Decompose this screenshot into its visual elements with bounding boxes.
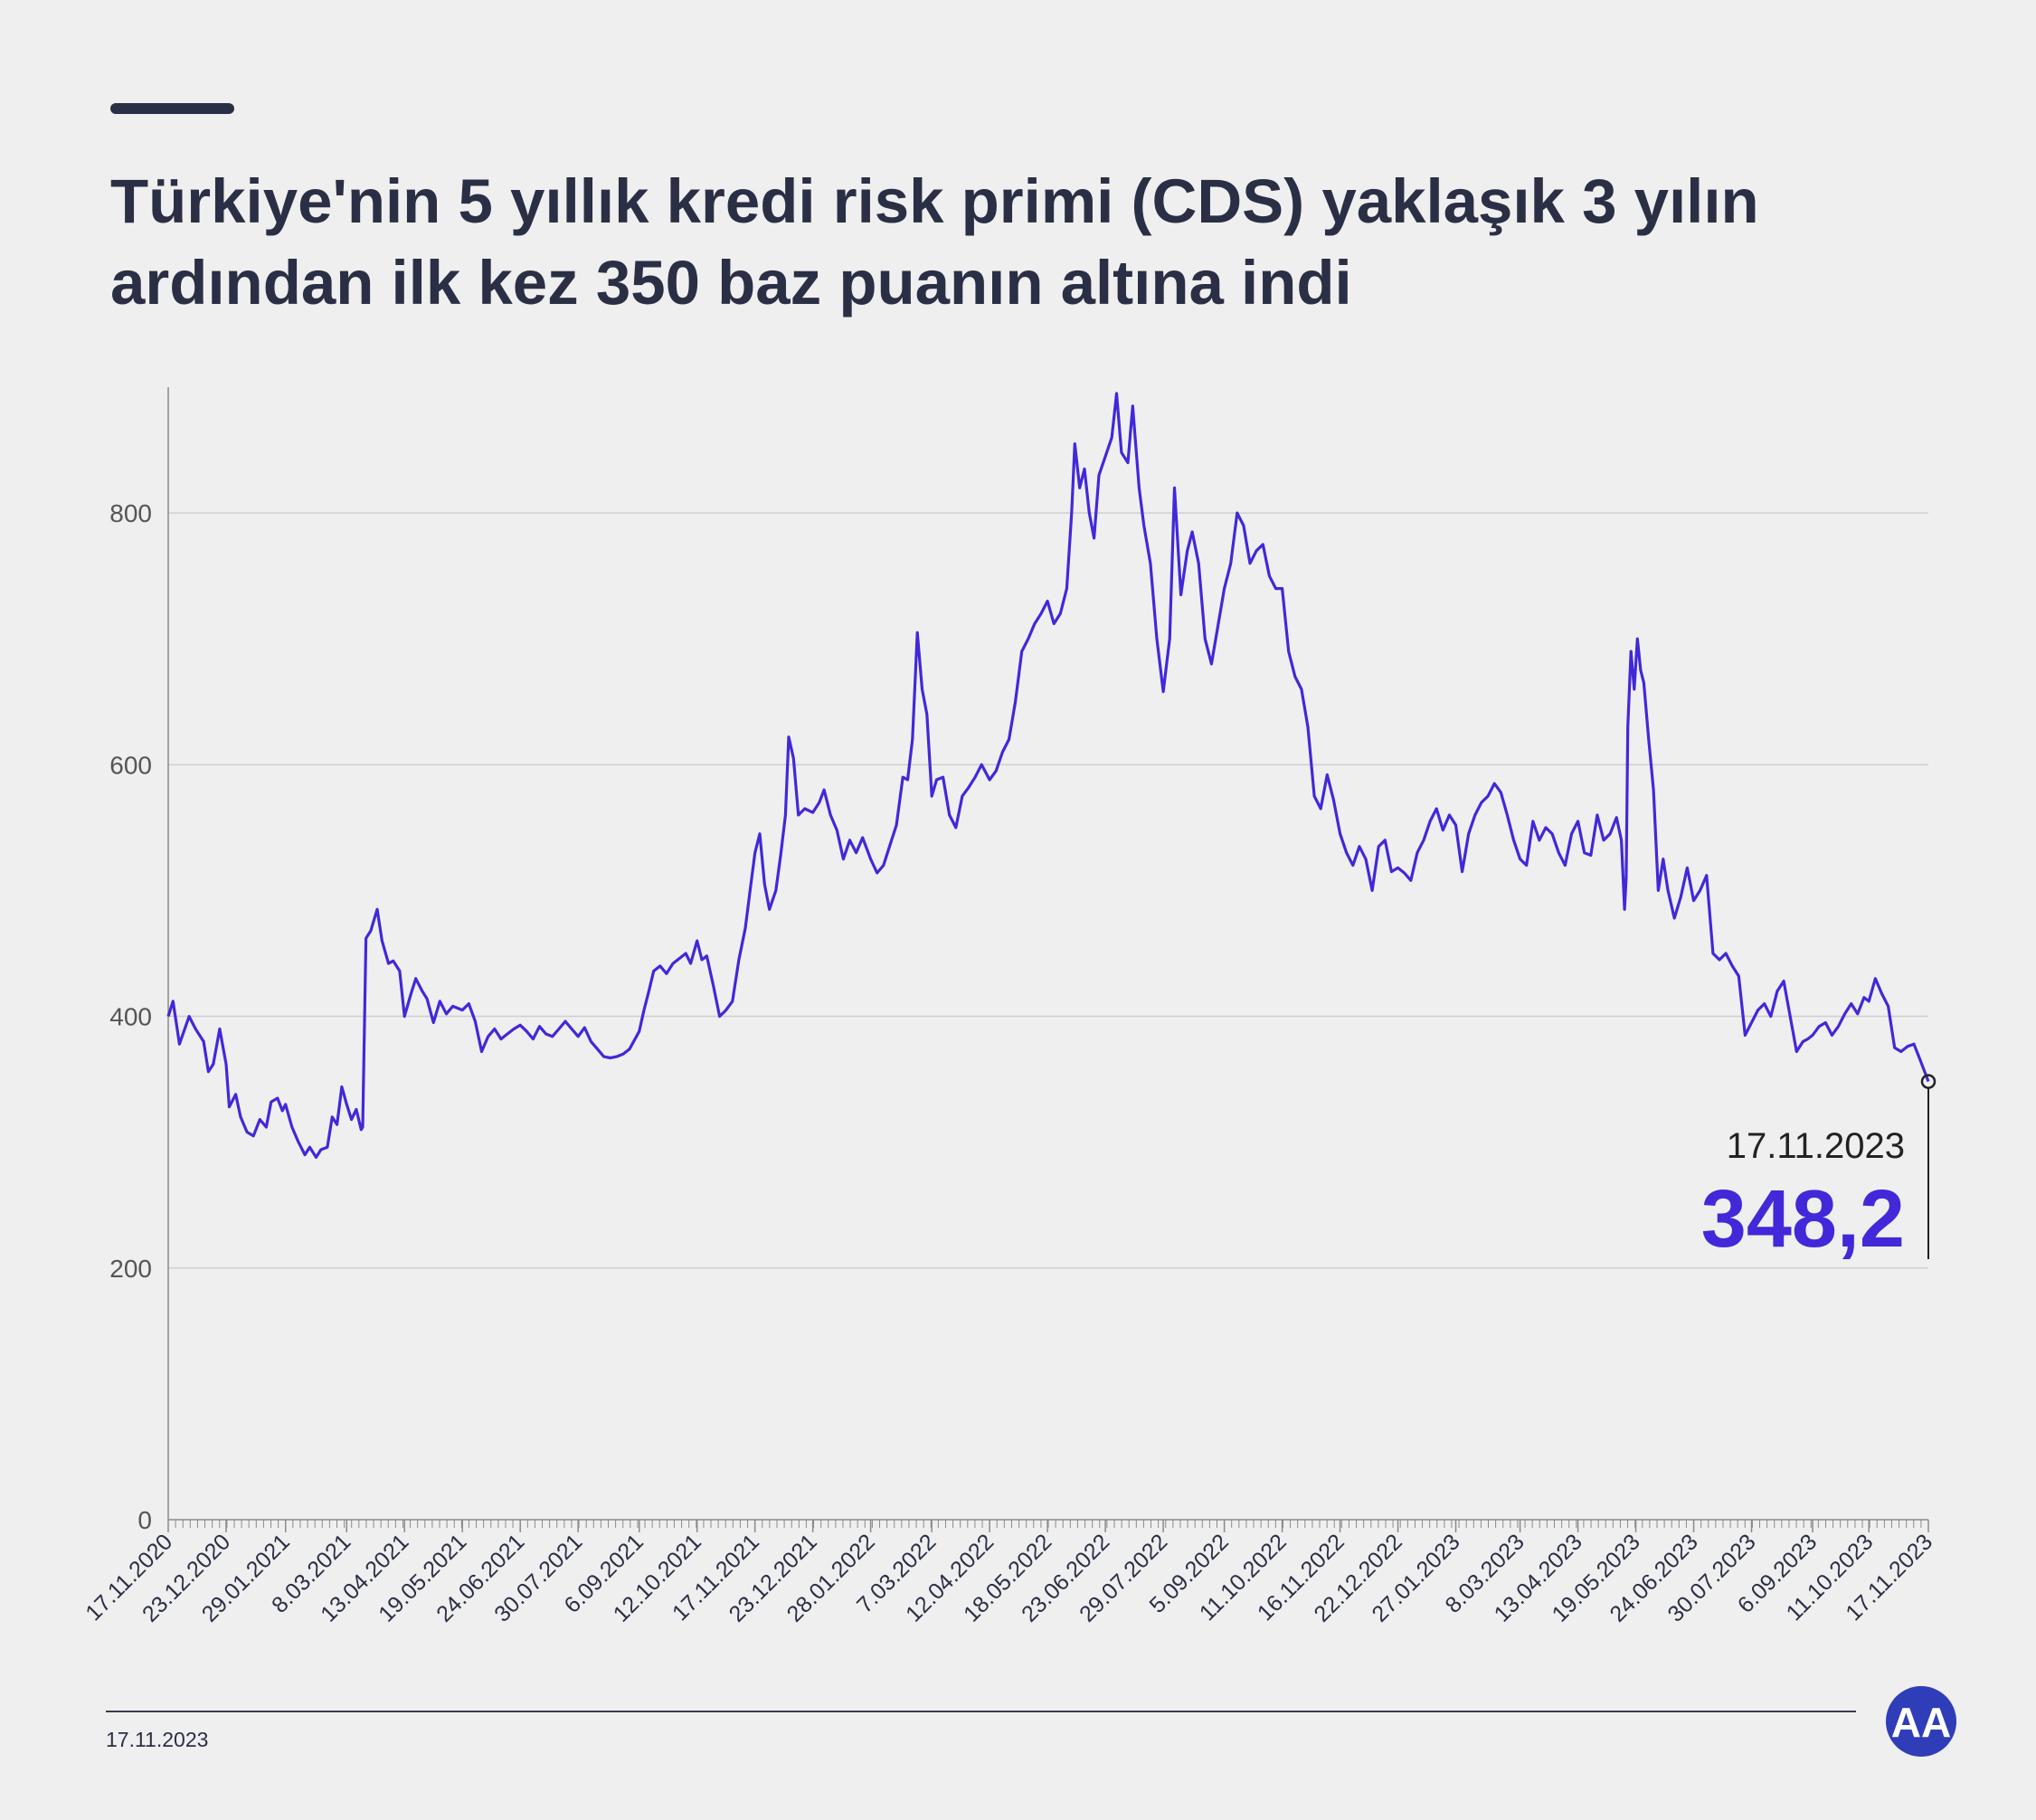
aa-logo: AA: [1886, 1686, 1956, 1757]
footer-divider: [106, 1711, 1856, 1712]
x-axis-ticks: 17.11.202023.12.202029.01.20218.03.20211…: [80, 1520, 1937, 1627]
page-title: Türkiye'nin 5 yıllık kredi risk primi (C…: [110, 161, 1937, 324]
y-tick-label: 400: [109, 1003, 152, 1031]
cds-line-chart: 0 200 400 600 800 17.11.202023.12.202029.01.…: [80, 387, 1937, 1627]
title-accent-bar: [110, 103, 234, 114]
series-line-cds: [166, 392, 1930, 1159]
grid-layer: [167, 387, 1929, 1528]
title-line-1: Türkiye'nin 5 yıllık kredi risk primi (C…: [110, 166, 1759, 236]
y-tick-label: 0: [137, 1506, 152, 1534]
logo-text: AA: [1891, 1699, 1951, 1746]
y-tick-label: 200: [109, 1255, 152, 1283]
last-point-marker: [1920, 1074, 1937, 1089]
footer-date: 17.11.2023: [106, 1728, 209, 1751]
callout-value: 348,2: [1701, 1174, 1905, 1265]
last-value-callout: 17.11.2023 348,2: [1701, 1074, 1937, 1265]
y-tick-label: 800: [109, 499, 152, 527]
title-line-2: ardından ilk kez 350 baz puanın altına i…: [110, 248, 1352, 318]
series-layer: [166, 392, 1930, 1159]
y-axis-ticks: 0 200 400 600 800: [109, 499, 152, 1534]
callout-date: 17.11.2023: [1727, 1126, 1905, 1166]
y-tick-label: 600: [109, 751, 152, 779]
